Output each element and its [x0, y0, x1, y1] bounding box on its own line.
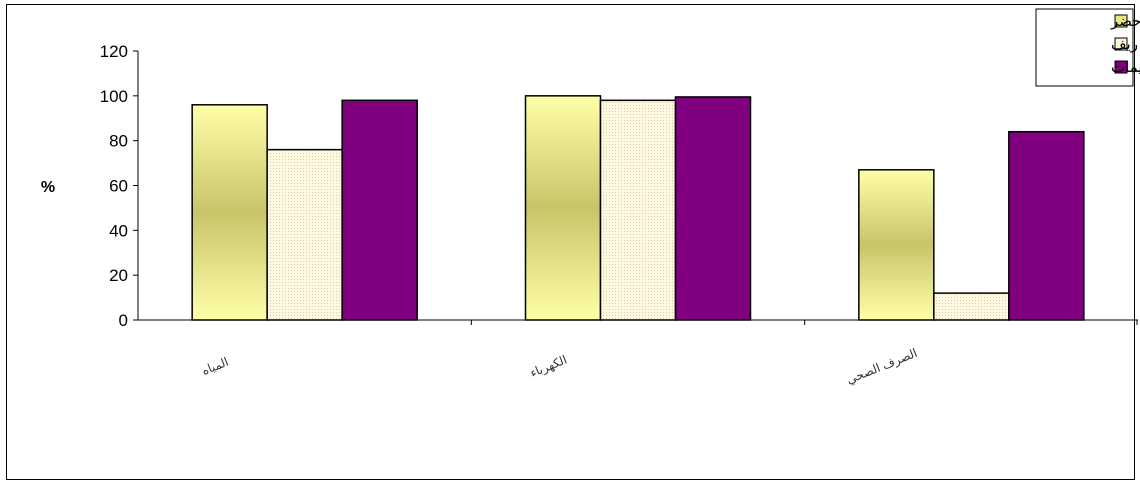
legend-swatch: [1114, 60, 1128, 74]
legend-swatch: [1114, 14, 1128, 28]
bar-camps: [1008, 130, 1085, 321]
bar-rural: [599, 99, 677, 321]
y-axis-label: %: [41, 179, 55, 196]
bar-camps: [674, 96, 752, 321]
y-tick-label: 80: [109, 132, 128, 151]
y-tick-label: 0: [119, 311, 128, 330]
y-tick-label: 100: [100, 87, 128, 106]
bar-urban: [191, 104, 268, 321]
bar-camps: [341, 99, 418, 321]
legend-label: حضر: [1110, 13, 1140, 30]
y-tick-label: 120: [100, 42, 128, 61]
y-tick-label: 40: [109, 221, 128, 240]
bar-urban: [858, 169, 935, 321]
legend-swatch: [1114, 37, 1128, 51]
y-tick-label: 20: [109, 266, 128, 285]
legend-label: مخيمات: [1111, 59, 1140, 76]
legend-label: ريف: [1111, 36, 1138, 53]
bar-rural: [266, 148, 343, 321]
y-tick-label: 60: [109, 177, 128, 196]
bar-urban: [524, 95, 602, 321]
bar-rural: [933, 292, 1010, 321]
